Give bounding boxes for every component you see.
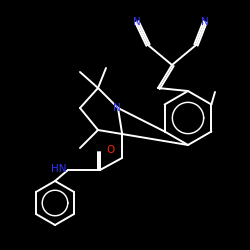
Text: O: O: [106, 145, 114, 155]
Text: HN: HN: [50, 164, 66, 174]
Text: N: N: [113, 103, 121, 113]
Text: N: N: [133, 17, 141, 27]
Text: N: N: [201, 17, 209, 27]
